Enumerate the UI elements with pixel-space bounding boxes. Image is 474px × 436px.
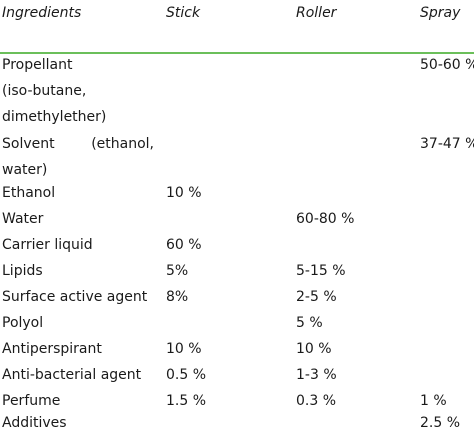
ingredient-cell: Carrier liquid <box>2 237 93 253</box>
spray-cell: 50-60 % <box>420 57 474 73</box>
column-header-roller: Roller <box>296 5 337 21</box>
table-row: Antiperspirant 10 % 10 % <box>0 336 474 362</box>
spray-cell: 2.5 % <box>420 415 461 431</box>
roller-cell: 0.3 % <box>296 393 337 409</box>
ingredient-cell: Antiperspirant <box>2 341 102 357</box>
ingredient-cell: Solvent (ethanol, water) <box>2 131 160 183</box>
header-divider <box>0 52 474 54</box>
ingredient-cell: Water <box>2 211 44 227</box>
table-row: Perfume 1.5 % 0.3 % 1 % <box>0 388 474 414</box>
ingredient-cell: Propellant (iso-butane, dimethylether) <box>2 52 160 130</box>
ingredient-line: water) <box>2 162 48 178</box>
column-header-spray: Spray <box>420 5 461 21</box>
table-row: Surface active agent 8% 2-5 % <box>0 284 474 310</box>
ingredient-line: Propellant <box>2 57 73 73</box>
table-row: Additives 2.5 % <box>0 410 474 436</box>
roller-cell: 10 % <box>296 341 332 357</box>
roller-cell: 2-5 % <box>296 289 337 305</box>
spray-cell: 1 % <box>420 393 447 409</box>
ingredient-cell: Polyol <box>2 315 44 331</box>
column-header-ingredients: Ingredients <box>2 5 82 21</box>
roller-cell: 5 % <box>296 315 323 331</box>
stick-cell: 0.5 % <box>166 367 207 383</box>
ingredient-line: Solvent (ethanol, <box>2 131 154 157</box>
table-header: Ingredients Stick Roller Spray <box>0 0 474 52</box>
table-row: Ethanol 10 % <box>0 180 474 206</box>
ingredient-cell: Ethanol <box>2 185 56 201</box>
table-row: Water 60-80 % <box>0 206 474 232</box>
table-row: Polyol 5 % <box>0 310 474 336</box>
stick-cell: 8% <box>166 289 189 305</box>
table-row: Carrier liquid 60 % <box>0 232 474 258</box>
table-row: Propellant (iso-butane, dimethylether) 5… <box>0 52 474 130</box>
ingredient-line: dimethylether) <box>2 109 107 125</box>
roller-cell: 60-80 % <box>296 211 355 227</box>
ingredient-cell: Perfume <box>2 393 61 409</box>
table-row: Solvent (ethanol, water) 37-47 % <box>0 131 474 183</box>
ingredient-line: (iso-butane, <box>2 83 87 99</box>
ingredient-word: Solvent <box>2 136 55 152</box>
ingredient-word: (ethanol, <box>91 136 154 152</box>
stick-cell: 1.5 % <box>166 393 207 409</box>
roller-cell: 5-15 % <box>296 263 346 279</box>
spray-cell: 37-47 % <box>420 136 474 152</box>
stick-cell: 5% <box>166 263 189 279</box>
column-header-stick: Stick <box>166 5 201 21</box>
ingredient-cell: Surface active agent <box>2 289 148 305</box>
roller-cell: 1-3 % <box>296 367 337 383</box>
ingredient-cell: Additives <box>2 415 67 431</box>
stick-cell: 10 % <box>166 185 202 201</box>
ingredient-cell: Anti-bacterial agent <box>2 367 142 383</box>
table-row: Anti-bacterial agent 0.5 % 1-3 % <box>0 362 474 388</box>
stick-cell: 10 % <box>166 341 202 357</box>
ingredient-cell: Lipids <box>2 263 43 279</box>
stick-cell: 60 % <box>166 237 202 253</box>
table-row: Lipids 5% 5-15 % <box>0 258 474 284</box>
